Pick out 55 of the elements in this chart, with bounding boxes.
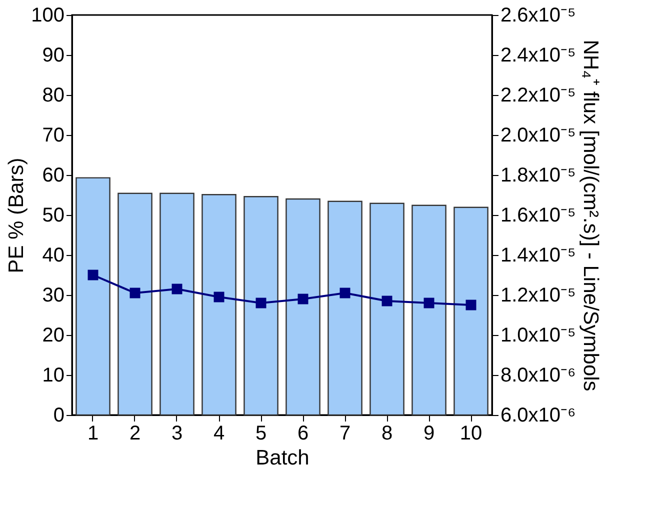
y-tick-label: 30 xyxy=(42,284,64,306)
bar xyxy=(118,192,152,416)
x-tick-label: 8 xyxy=(381,422,393,444)
bar xyxy=(370,202,404,416)
point xyxy=(340,288,350,298)
y-tick-label: 70 xyxy=(42,124,64,146)
y-tick-label: 90 xyxy=(42,44,64,66)
x-tick-label: 10 xyxy=(460,422,482,444)
y-tick-label: 50 xyxy=(42,204,64,226)
x-tick-label: 4 xyxy=(213,422,225,444)
x-tick-label: 7 xyxy=(339,422,351,444)
point xyxy=(214,292,224,302)
x-tick-label: 5 xyxy=(255,422,267,444)
point xyxy=(424,298,434,308)
x-tick-label: 2 xyxy=(129,422,141,444)
y2-axis-title: NH₄⁺ flux [mol/(cm².s)] - Line/Symbols xyxy=(578,40,602,392)
bar xyxy=(76,177,110,416)
y-tick-label: 80 xyxy=(42,84,64,106)
x-tick-label: 1 xyxy=(87,422,99,444)
y-tick-label: 40 xyxy=(42,244,64,266)
y2-tick-label: 2.2x10⁻⁵ xyxy=(500,84,576,106)
bar xyxy=(328,200,362,416)
y2-tick-label: 8.0x10⁻⁶ xyxy=(500,364,576,386)
y2-tick-label: 6.0x10⁻⁶ xyxy=(500,404,576,426)
y2-tick-label: 1.6x10⁻⁵ xyxy=(500,204,576,226)
x-tick-label: 9 xyxy=(423,422,435,444)
point xyxy=(466,300,476,310)
bar xyxy=(454,206,488,416)
y2-tick-label: 1.2x10⁻⁵ xyxy=(500,284,576,306)
x-tick-label: 6 xyxy=(297,422,309,444)
y-axis-title: PE % (Bars) xyxy=(5,158,28,274)
y2-tick-label: 2.4x10⁻⁵ xyxy=(500,44,576,66)
point xyxy=(172,284,182,294)
point xyxy=(298,294,308,304)
bar xyxy=(202,194,236,416)
y-tick-label: 100 xyxy=(31,4,64,26)
y2-tick-label: 2.0x10⁻⁵ xyxy=(500,124,576,146)
point xyxy=(382,296,392,306)
bar xyxy=(412,204,446,416)
bar xyxy=(286,198,320,416)
bar xyxy=(244,196,278,416)
y2-tick-label: 1.0x10⁻⁵ xyxy=(500,324,576,346)
y-tick-label: 0 xyxy=(53,404,64,426)
y-tick-label: 20 xyxy=(42,324,64,346)
x-tick-label: 3 xyxy=(171,422,183,444)
y2-tick-label: 2.6x10⁻⁵ xyxy=(500,4,576,26)
bar xyxy=(160,192,194,416)
y2-tick-label: 1.4x10⁻⁵ xyxy=(500,244,576,266)
x-axis-title: Batch xyxy=(256,446,310,470)
y2-tick-label: 1.8x10⁻⁵ xyxy=(500,164,576,186)
point xyxy=(88,270,98,280)
point xyxy=(130,288,140,298)
y-tick-label: 10 xyxy=(42,364,64,386)
point xyxy=(256,298,266,308)
y-tick-label: 60 xyxy=(42,164,64,186)
